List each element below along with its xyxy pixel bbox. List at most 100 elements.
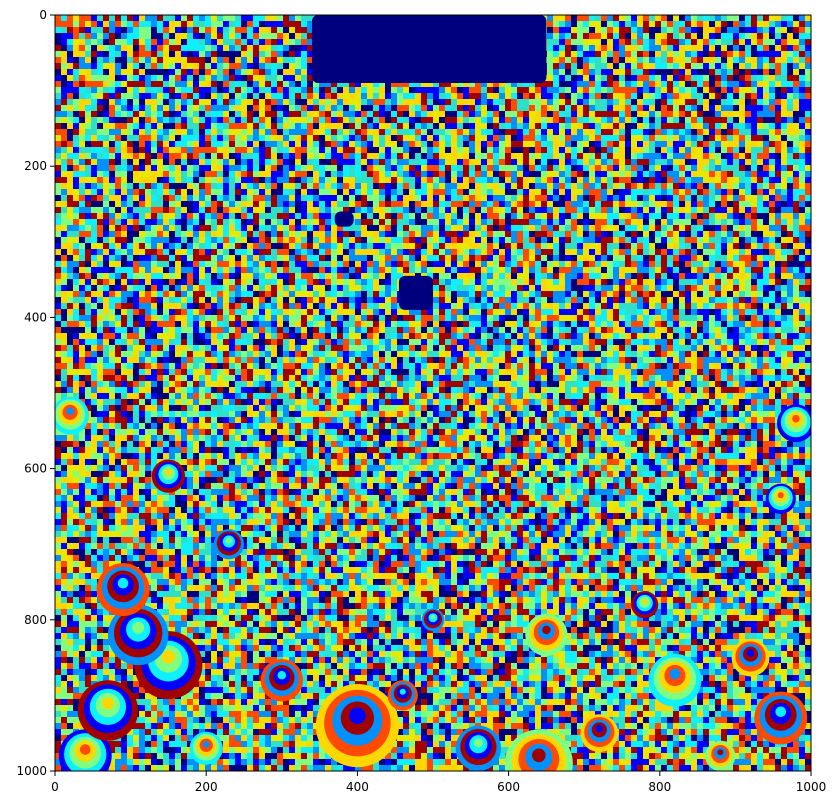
heatmap-cell bbox=[241, 69, 247, 75]
heatmap-cell bbox=[427, 135, 433, 141]
heatmap-cell bbox=[547, 237, 553, 243]
heatmap-cell bbox=[259, 171, 265, 177]
heatmap-cell bbox=[133, 15, 139, 21]
heatmap-cell bbox=[319, 171, 325, 177]
heatmap-cell bbox=[571, 129, 577, 135]
heatmap-cell bbox=[805, 51, 811, 57]
heatmap-cell bbox=[637, 213, 643, 219]
heatmap-cell bbox=[247, 177, 253, 183]
heatmap-cell bbox=[637, 225, 643, 231]
heatmap-cell bbox=[211, 27, 217, 33]
heatmap-cell bbox=[469, 249, 475, 255]
heatmap-cell bbox=[481, 237, 487, 243]
heatmap-cell bbox=[385, 207, 391, 213]
heatmap-cell bbox=[745, 213, 751, 219]
heatmap-cell bbox=[259, 123, 265, 129]
heatmap-cell bbox=[397, 87, 403, 93]
heatmap-cell bbox=[691, 195, 697, 201]
heatmap-cell bbox=[277, 201, 283, 207]
heatmap-cell bbox=[799, 141, 805, 147]
heatmap-cell bbox=[73, 27, 79, 33]
heatmap-cell bbox=[739, 195, 745, 201]
heatmap-cell bbox=[781, 159, 787, 165]
heatmap-cell bbox=[619, 213, 625, 219]
heatmap-cell bbox=[523, 213, 529, 219]
heatmap-cell bbox=[121, 87, 127, 93]
heatmap-cell bbox=[697, 63, 703, 69]
heatmap-cell bbox=[661, 99, 667, 105]
heatmap-cell bbox=[349, 105, 355, 111]
heatmap-cell bbox=[325, 225, 331, 231]
heatmap-cell bbox=[157, 225, 163, 231]
heatmap-cell bbox=[55, 129, 61, 135]
heatmap-cell bbox=[301, 249, 307, 255]
heatmap-cell bbox=[655, 207, 661, 213]
heatmap-cell bbox=[715, 189, 721, 195]
heatmap-cell bbox=[727, 141, 733, 147]
heatmap-cell bbox=[277, 153, 283, 159]
heatmap-cell bbox=[151, 153, 157, 159]
heatmap-cell bbox=[619, 123, 625, 129]
heatmap-cell bbox=[505, 129, 511, 135]
heatmap-cell bbox=[565, 195, 571, 201]
heatmap-cell bbox=[733, 129, 739, 135]
heatmap-cell bbox=[289, 57, 295, 63]
heatmap-cell bbox=[751, 141, 757, 147]
heatmap-cell bbox=[79, 189, 85, 195]
heatmap-cell bbox=[643, 135, 649, 141]
heatmap-cell bbox=[175, 63, 181, 69]
heatmap-cell bbox=[409, 219, 415, 225]
heatmap-cell bbox=[67, 105, 73, 111]
heatmap-cell bbox=[181, 123, 187, 129]
heatmap-cell bbox=[199, 207, 205, 213]
heatmap-cell bbox=[535, 171, 541, 177]
heatmap-cell bbox=[85, 75, 91, 81]
heatmap-cell bbox=[133, 99, 139, 105]
heatmap-cell bbox=[745, 93, 751, 99]
heatmap-cell bbox=[193, 171, 199, 177]
heatmap-cell bbox=[73, 57, 79, 63]
heatmap-cell bbox=[469, 99, 475, 105]
heatmap-cell bbox=[793, 123, 799, 129]
heatmap-cell bbox=[367, 117, 373, 123]
heatmap-cell bbox=[595, 135, 601, 141]
heatmap-cell bbox=[769, 237, 775, 243]
heatmap-cell bbox=[229, 195, 235, 201]
heatmap-cell bbox=[229, 51, 235, 57]
heatmap-cell bbox=[229, 129, 235, 135]
heatmap-cell bbox=[169, 105, 175, 111]
heatmap-cell bbox=[421, 105, 427, 111]
heatmap-cell bbox=[499, 93, 505, 99]
heatmap-cell bbox=[229, 111, 235, 117]
heatmap-cell bbox=[553, 231, 559, 237]
heatmap-cell bbox=[109, 123, 115, 129]
heatmap-cell bbox=[361, 147, 367, 153]
heatmap-cell bbox=[529, 207, 535, 213]
heatmap-cell bbox=[79, 249, 85, 255]
heatmap-cell bbox=[481, 93, 487, 99]
heatmap-cell bbox=[589, 75, 595, 81]
heatmap-cell bbox=[397, 123, 403, 129]
heatmap-cell bbox=[145, 135, 151, 141]
heatmap-cell bbox=[703, 63, 709, 69]
heatmap-cell bbox=[745, 195, 751, 201]
heatmap-cell bbox=[151, 27, 157, 33]
heatmap-cell bbox=[241, 51, 247, 57]
heatmap-cell bbox=[727, 225, 733, 231]
heatmap-cell bbox=[685, 195, 691, 201]
heatmap-cell bbox=[709, 225, 715, 231]
heatmap-cell bbox=[787, 213, 793, 219]
heatmap-cell bbox=[169, 27, 175, 33]
heatmap-cell bbox=[475, 195, 481, 201]
heatmap-cell bbox=[193, 105, 199, 111]
heatmap-cell bbox=[571, 195, 577, 201]
heatmap-cell bbox=[361, 189, 367, 195]
heatmap-cell bbox=[133, 177, 139, 183]
heatmap-cell bbox=[565, 21, 571, 27]
heatmap-cell bbox=[139, 111, 145, 117]
heatmap-cell bbox=[217, 105, 223, 111]
heatmap-cell bbox=[463, 189, 469, 195]
heatmap-cell bbox=[67, 99, 73, 105]
heatmap-cell bbox=[799, 195, 805, 201]
heatmap-cell bbox=[319, 183, 325, 189]
